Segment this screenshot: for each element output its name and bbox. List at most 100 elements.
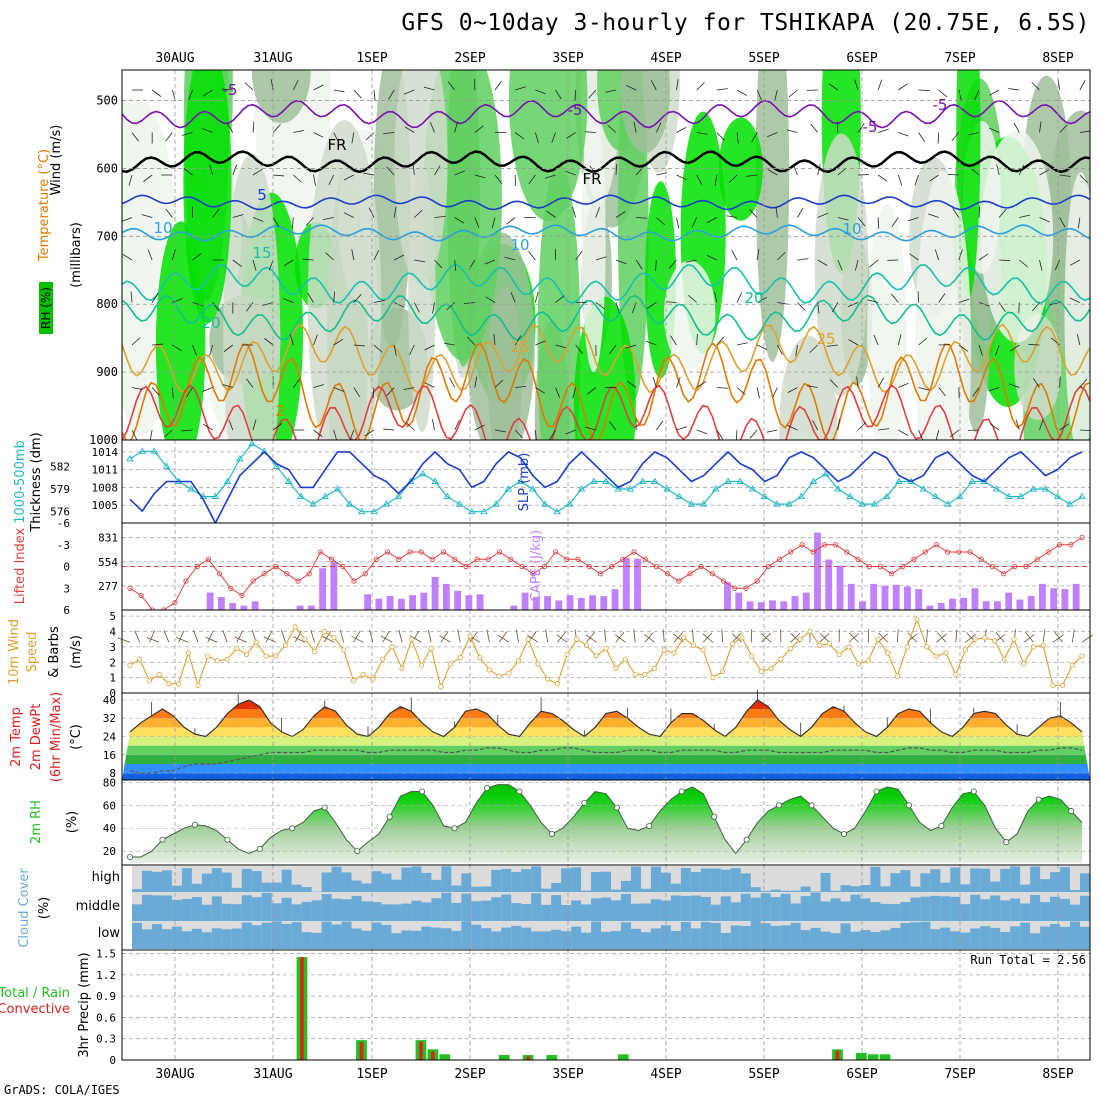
cape-bar — [994, 601, 1001, 610]
thickness-point — [431, 477, 439, 484]
cloud-cell — [1000, 932, 1011, 949]
wind-barb — [486, 629, 490, 643]
cloud-cell — [441, 928, 452, 949]
cloud-cell — [850, 931, 861, 949]
precip-ylabel: 3hr Precip (mm) — [77, 952, 92, 1057]
cloud-cell — [800, 930, 812, 949]
precip-convective-bar — [431, 1051, 435, 1060]
cloud-cell — [750, 887, 762, 892]
wind-barb — [676, 377, 681, 388]
wind-barb — [696, 429, 708, 435]
wind-barb — [728, 174, 738, 183]
cloud-cell — [790, 922, 802, 949]
rh-point — [127, 853, 134, 860]
cape-bar — [589, 595, 596, 610]
contour-label: 20 — [744, 289, 763, 307]
cloud-cell — [191, 883, 203, 892]
cloud-cell — [920, 896, 931, 921]
cloud-cell — [1000, 868, 1011, 892]
wind-speed-point — [214, 658, 221, 664]
wind-barb — [149, 429, 153, 440]
wind-speed-point — [836, 651, 842, 658]
rh-point — [613, 804, 620, 811]
cape-bar — [769, 600, 776, 610]
cloud-cell — [650, 928, 662, 949]
wind-barb — [484, 259, 496, 265]
rh-point — [451, 825, 458, 832]
cloud-cell — [371, 922, 382, 949]
thickness-point — [211, 492, 220, 500]
li-point — [463, 563, 469, 570]
wind-barb — [323, 630, 332, 643]
wind-speed-point — [525, 636, 531, 642]
cloud-cell — [132, 904, 143, 921]
temperature-isoline — [122, 224, 1090, 242]
thickness-point — [797, 492, 806, 500]
wind-barb — [572, 387, 577, 399]
cloud-cell-bg — [481, 866, 492, 892]
cloud-level-label: high — [92, 870, 120, 885]
wind-barb — [446, 302, 455, 311]
date-label-bottom: 31AUG — [253, 1067, 292, 1082]
cloud-cell — [1060, 898, 1071, 921]
wind-barb — [386, 166, 395, 176]
wind-barb — [403, 89, 415, 95]
cloud-cell — [561, 905, 572, 921]
cloud-cell — [690, 895, 702, 921]
cloud-cell — [471, 901, 482, 921]
cloud-cell — [720, 869, 732, 892]
wind-barb — [393, 254, 405, 261]
wind-barb — [474, 125, 484, 133]
li-point — [272, 563, 279, 570]
wind-barb — [146, 637, 160, 643]
temp2m-panel: 8 16 24 32 40 2m Temp 2m DewPt (6hr Min/Max) (°C… — [9, 689, 1091, 782]
wind-barb — [776, 344, 783, 355]
rh-point — [516, 788, 523, 795]
cloud-cell — [1010, 866, 1021, 892]
wind-barb — [494, 174, 503, 184]
cape-bar — [926, 605, 934, 610]
cloud-cell — [581, 904, 592, 921]
wind-barb — [918, 89, 930, 91]
cloud-cell-bg — [471, 866, 482, 892]
wind-speed-point — [1079, 653, 1085, 659]
precip-convective-bar — [300, 957, 304, 1060]
chart-title: GFS 0~10day 3-hourly for TSHIKAPA (20.75… — [401, 10, 1090, 36]
wind-label-3: & Barbs — [47, 626, 62, 678]
wind-barb — [907, 217, 919, 222]
wind-barb — [918, 132, 925, 142]
wind-barb — [676, 126, 687, 133]
wind-speed-point — [486, 667, 493, 673]
date-label-top: 31AUG — [253, 51, 292, 66]
wind-barb — [333, 387, 345, 392]
cloud-cell — [950, 931, 961, 949]
temperature-isoline — [122, 384, 1090, 440]
wind-barb — [721, 629, 723, 643]
wind-barb — [867, 299, 879, 303]
date-label-bottom: 3SEP — [552, 1067, 583, 1082]
run-total: Run Total = 2.56 — [970, 953, 1086, 967]
cape-bar — [915, 589, 923, 610]
wind-barb — [343, 212, 355, 218]
wind-barb — [978, 206, 980, 218]
thickness-point — [956, 492, 964, 500]
wind-barb — [252, 259, 257, 271]
wind-barb — [735, 429, 738, 440]
wind-speed-point — [797, 636, 803, 642]
wind-speed-point — [457, 655, 463, 661]
cloud-cell — [630, 866, 642, 892]
wind-barb — [995, 632, 1005, 643]
wind-barb — [702, 633, 714, 643]
wind-barb — [656, 420, 664, 431]
wind-barb — [485, 296, 496, 303]
wind-barb — [988, 127, 1000, 133]
wind-speed-point — [234, 645, 240, 652]
wind-barb — [795, 344, 798, 356]
cloud-cell — [291, 922, 303, 949]
cloud-cell — [221, 872, 233, 892]
precip-tick: 0 — [109, 1054, 116, 1067]
wind-barb — [188, 89, 193, 101]
wind-barb — [122, 253, 133, 261]
wind10m-panel: 0 1 2 3 4 5 10m Wind Speed & Barbs (m/s) — [7, 609, 1094, 700]
li-point — [866, 563, 872, 570]
